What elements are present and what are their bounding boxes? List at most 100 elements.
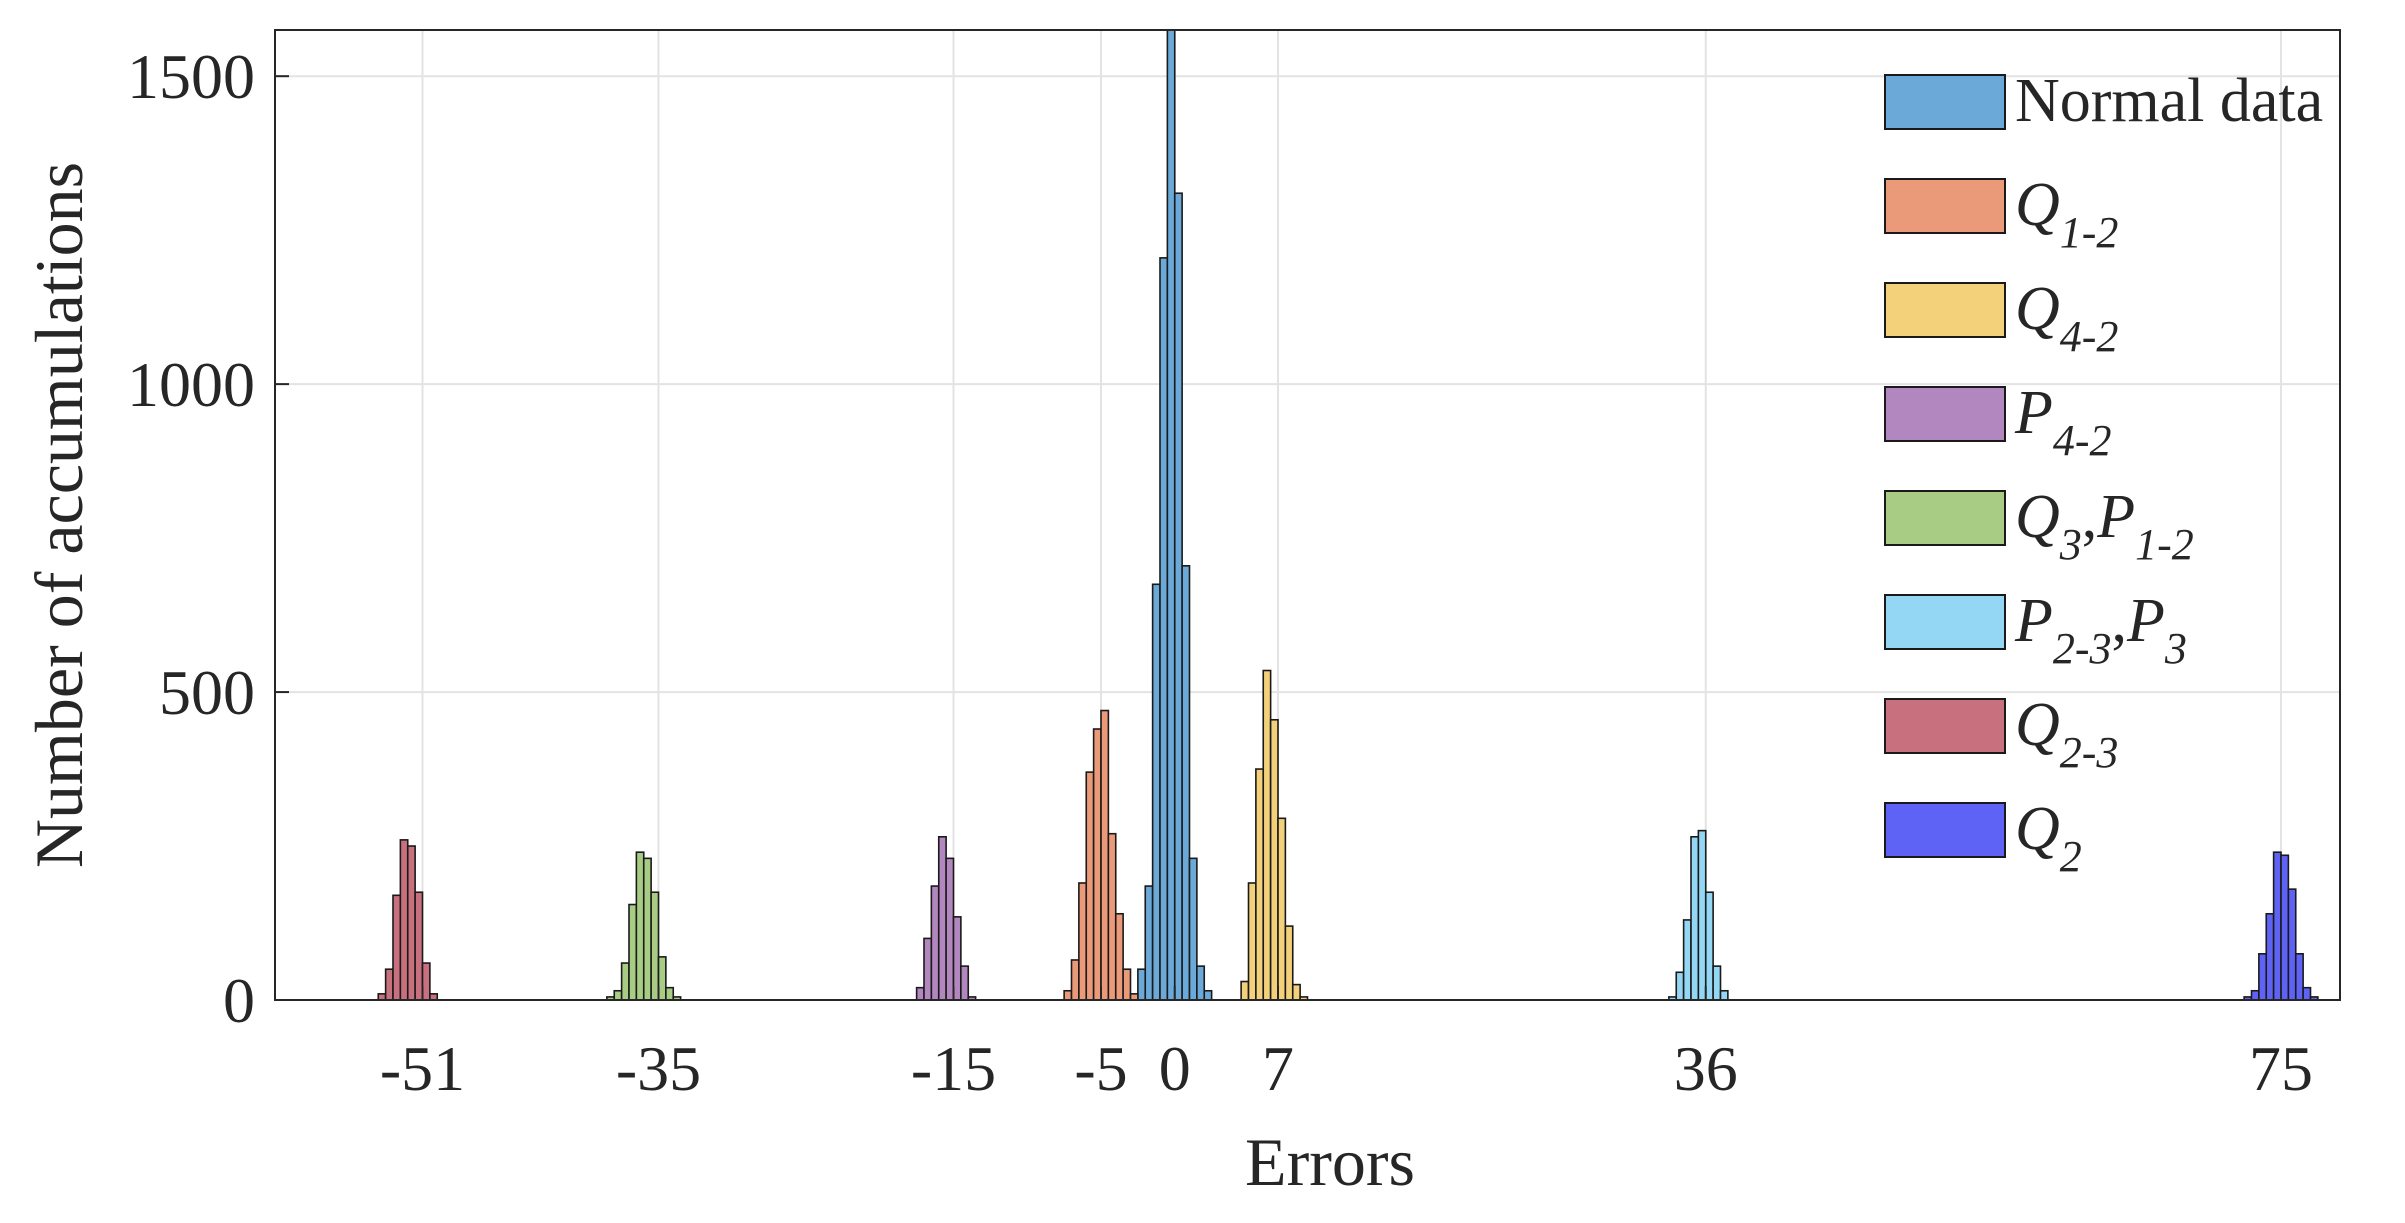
histogram-bar <box>1151 583 1161 1000</box>
histogram-bar <box>635 851 645 1000</box>
histogram-bar <box>620 962 630 1000</box>
legend-label: Q2-3 <box>2015 691 2118 777</box>
legend-entry: P2-3,P3 <box>1884 587 2187 673</box>
legend-entry: Q2-3 <box>1884 691 2118 777</box>
legend-swatch <box>1884 74 2006 130</box>
histogram-bar <box>650 891 660 1000</box>
legend-entry: Q3,P1-2 <box>1884 483 2194 569</box>
histogram-bar <box>1188 857 1198 1000</box>
x-tick-label: -5 <box>1074 1033 1127 1104</box>
y-tick-label: 500 <box>159 657 255 728</box>
histogram-bar <box>930 885 940 1000</box>
histogram-bar <box>1173 192 1183 1000</box>
histogram-bar <box>1196 965 1206 1000</box>
histogram-bar <box>1255 768 1265 1000</box>
histogram-bar <box>1697 829 1707 1000</box>
histogram-bar <box>1114 912 1124 1000</box>
histogram-bar <box>923 937 933 1000</box>
histogram-bar <box>613 989 623 1000</box>
histogram-bar <box>2309 996 2319 1000</box>
x-tick-label: 0 <box>1159 1033 1191 1104</box>
legend-swatch <box>1884 594 2006 650</box>
y-axis-title: Number of accumulations <box>21 162 97 868</box>
histogram-bar <box>1240 980 1250 1000</box>
histogram-bar <box>2280 854 2290 1000</box>
histogram-bar <box>1100 709 1110 1000</box>
histogram-bar <box>406 845 416 1000</box>
legend-label: P4-2 <box>2014 379 2112 465</box>
histogram-bar <box>1712 965 1722 1000</box>
legend: Normal data Q1-2 Q4-2 P4-2 Q3,P1-2 P2-3,P3 Q2-… <box>1884 67 2323 881</box>
legend-swatch <box>1884 698 2006 754</box>
histogram-bar <box>967 996 977 1000</box>
x-tick-label: -35 <box>616 1033 701 1104</box>
histogram-bar <box>1159 257 1169 1000</box>
legend-entry: Normal data <box>1884 67 2323 135</box>
histogram-bar <box>1181 565 1191 1000</box>
histogram-bar <box>628 903 638 1000</box>
legend-label: P2-3,P3 <box>2014 587 2187 673</box>
histogram-bar <box>384 968 394 1000</box>
legend-entry: Q4-2 <box>1884 275 2118 361</box>
histogram-bar <box>2294 953 2304 1000</box>
legend-swatch <box>1884 178 2006 234</box>
legend-label: Q2 <box>2015 795 2082 881</box>
histogram-bar <box>1122 968 1132 1000</box>
histogram-bar <box>1262 669 1272 1000</box>
histogram-bar <box>1092 728 1102 1000</box>
histogram-bar <box>399 839 409 1000</box>
legend-entry: Q2 <box>1884 795 2082 881</box>
legend-swatch <box>1884 490 2006 546</box>
x-tick-label: 75 <box>2249 1033 2313 1104</box>
histogram-bar <box>937 835 947 1000</box>
legend-swatch <box>1884 282 2006 338</box>
legend-swatch <box>1884 802 2006 858</box>
legend-label: Normal data <box>2015 67 2323 135</box>
legend-label: Q4-2 <box>2015 275 2118 361</box>
histogram-bar <box>952 916 962 1000</box>
histogram-bar <box>414 891 424 1000</box>
x-tick-label: 7 <box>1262 1033 1294 1104</box>
legend-entry: Q1-2 <box>1884 171 2118 257</box>
histogram-bar <box>665 986 675 1000</box>
plot-frame <box>274 29 2341 1001</box>
histogram-bar <box>2272 851 2282 1000</box>
legend-label: Q1-2 <box>2015 171 2118 257</box>
histogram-bar <box>672 996 682 1000</box>
histogram-bar <box>1277 817 1287 1000</box>
histogram-bar <box>915 986 925 1000</box>
histogram-bar <box>1203 989 1213 1000</box>
histogram-bar <box>1070 959 1080 1000</box>
histogram-bar <box>1690 835 1700 1000</box>
histogram-bar <box>1085 771 1095 1000</box>
y-tick-label: 1000 <box>127 349 255 420</box>
histogram-bar <box>945 857 955 1000</box>
histogram-bar <box>1247 882 1257 1000</box>
legend-swatch <box>1884 386 2006 442</box>
histogram-bar <box>1144 885 1154 1000</box>
histogram-bar <box>1166 30 1176 1000</box>
histogram-bar <box>2258 953 2268 1000</box>
histogram-bar <box>1063 989 1073 1000</box>
histogram-bar <box>1675 971 1685 1000</box>
histogram-bar <box>1107 832 1117 1000</box>
x-tick-label: 36 <box>1674 1033 1738 1104</box>
histogram-bar <box>1284 925 1294 1000</box>
histogram-bar <box>1682 919 1692 1000</box>
histogram-bar <box>1269 718 1279 1000</box>
histogram-bar <box>960 965 970 1000</box>
y-tick-label: 0 <box>223 965 255 1036</box>
histogram-bar <box>1704 891 1714 1000</box>
histogram-bar <box>1291 983 1301 1000</box>
histogram-bar <box>2302 986 2312 1000</box>
histogram-bar <box>1078 882 1088 1000</box>
histogram-bar <box>1719 989 1729 1000</box>
legend-label: Q3,P1-2 <box>2015 483 2194 569</box>
histogram-bar <box>2250 989 2260 1000</box>
histogram-bar <box>421 962 431 1000</box>
histogram-bar <box>2287 888 2297 1000</box>
histogram-bar <box>392 894 402 1000</box>
histogram-bar <box>1299 996 1309 1000</box>
